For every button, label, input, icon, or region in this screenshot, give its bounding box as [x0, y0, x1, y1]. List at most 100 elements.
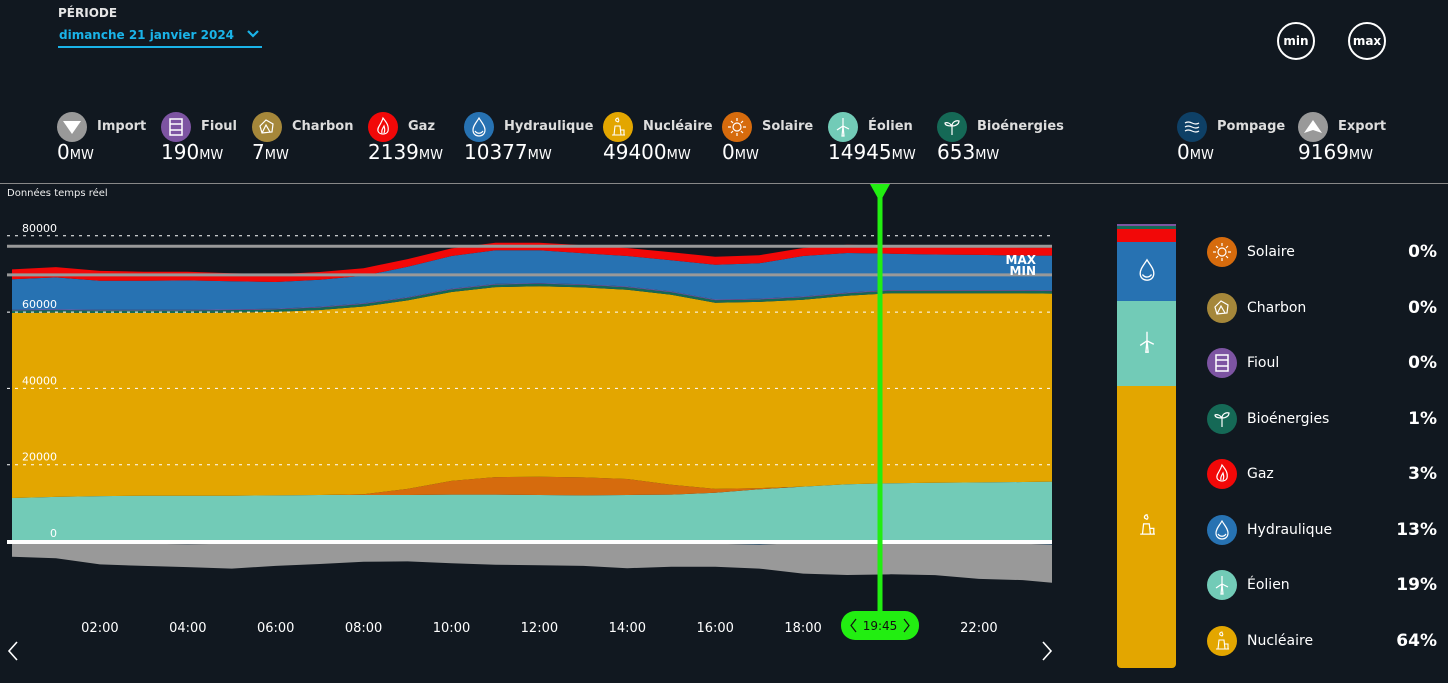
mix-label: Éolien — [1247, 577, 1290, 593]
max-label: MAX — [1006, 253, 1037, 267]
mix-percent: 0% — [1408, 242, 1437, 262]
production-value: 49400MW — [603, 140, 691, 164]
production-value: 190MW — [161, 140, 224, 164]
production-value: 2139MW — [368, 140, 443, 164]
cursor-handle-icon[interactable] — [870, 184, 891, 202]
mix-legend-item-bioenergies[interactable]: Bioénergies 1% — [1207, 403, 1437, 434]
production-label: Fioul — [201, 119, 237, 134]
chevron-left-icon[interactable] — [850, 618, 857, 633]
mix-segment-bioenergies — [1117, 226, 1176, 229]
x-tick-label: 04:00 — [169, 621, 206, 636]
flame-icon — [1207, 459, 1237, 489]
production-value: 14945MW — [828, 140, 916, 164]
nuclear-plant-icon — [1207, 625, 1237, 656]
x-tick-label: 22:00 — [960, 621, 997, 636]
periode-label: PÉRIODE — [58, 6, 118, 20]
y-tick-label: 0 — [50, 527, 57, 540]
oil-barrel-icon — [161, 112, 191, 142]
mix-legend-item-charbon[interactable]: Charbon 0% — [1207, 292, 1437, 323]
mix-label: Gaz — [1247, 466, 1274, 482]
x-tick-label: 02:00 — [81, 621, 118, 636]
water-drop-icon — [464, 112, 494, 142]
nuclear-plant-icon — [603, 112, 633, 142]
chevron-down-icon — [246, 26, 260, 45]
production-label: Pompage — [1217, 119, 1286, 134]
x-tick-label: 10:00 — [433, 621, 470, 636]
production-label: Export — [1338, 119, 1387, 134]
water-drop-icon — [1207, 514, 1237, 545]
water-drop-icon — [1130, 253, 1164, 291]
mix-percent: 0% — [1408, 353, 1437, 373]
x-tick-label: 14:00 — [609, 621, 646, 636]
area-export — [12, 540, 1052, 583]
oil-barrel-icon — [1207, 348, 1237, 378]
production-value: 9169MW — [1298, 140, 1373, 164]
sprout-icon — [1207, 403, 1237, 434]
waves-icon — [1177, 112, 1207, 142]
area-éolien — [12, 481, 1052, 540]
production-label: Solaire — [762, 119, 814, 134]
area-solaire — [12, 476, 1052, 498]
periode-selected-value: dimanche 21 janvier 2024 — [59, 28, 235, 42]
realtime-label: Données temps réel — [7, 188, 108, 199]
area-hydraulique — [12, 250, 1052, 310]
chevron-right-icon[interactable] — [903, 618, 910, 633]
sun-icon — [1207, 237, 1237, 267]
mix-legend-item-fioul[interactable]: Fioul 0% — [1207, 348, 1437, 378]
coal-rock-icon — [252, 112, 282, 142]
production-value: 0MW — [1177, 140, 1214, 164]
mix-segment-nucleaire — [1117, 386, 1176, 668]
x-tick-label: 18:00 — [784, 621, 821, 636]
production-label: Import — [97, 119, 147, 134]
mix-percent: 1% — [1408, 408, 1437, 429]
time-cursor-badge[interactable] — [841, 611, 920, 640]
x-tick-label: 12:00 — [521, 621, 558, 636]
production-value: 10377MW — [464, 140, 552, 164]
mix-label: Bioénergies — [1247, 410, 1330, 427]
production-value: 0MW — [722, 140, 759, 164]
y-tick-label: 20000 — [22, 451, 57, 464]
wind-turbine-icon — [1130, 325, 1164, 363]
y-tick-label: 80000 — [22, 222, 57, 235]
periode-select[interactable]: dimanche 21 janvier 2024 — [58, 26, 262, 48]
wind-turbine-icon — [828, 112, 858, 142]
coal-rock-icon — [1207, 292, 1237, 323]
max-button[interactable]: max — [1348, 22, 1386, 60]
flame-icon — [368, 112, 398, 142]
mix-segment-hydraulique — [1117, 242, 1176, 301]
divider — [0, 183, 1448, 184]
production-value: 0MW — [57, 140, 94, 164]
prev-day-button[interactable] — [6, 640, 20, 666]
mix-legend-item-solaire[interactable]: Solaire 0% — [1207, 237, 1437, 267]
production-value: 653MW — [937, 140, 1000, 164]
min-button[interactable]: min — [1277, 22, 1315, 60]
mix-percent: 64% — [1396, 630, 1437, 651]
nuclear-plant-icon — [1130, 508, 1164, 546]
x-tick-label: 08:00 — [345, 621, 382, 636]
mix-label: Hydraulique — [1247, 521, 1333, 538]
x-tick-label: 06:00 — [257, 621, 294, 636]
mix-percent: 19% — [1396, 575, 1437, 595]
production-label: Nucléaire — [643, 119, 713, 134]
min-label: MIN — [1010, 264, 1036, 278]
next-day-button[interactable] — [1040, 640, 1054, 666]
y-tick-label: 60000 — [22, 298, 57, 311]
mix-label: Fioul — [1247, 355, 1280, 371]
mix-legend-item-gaz[interactable]: Gaz 3% — [1207, 459, 1437, 489]
production-label: Gaz — [408, 119, 436, 134]
mix-legend-item-nucleaire[interactable]: Nucléaire 64% — [1207, 625, 1437, 656]
mix-percent: 3% — [1408, 464, 1437, 484]
mix-legend-item-eolien[interactable]: Éolien 19% — [1207, 570, 1437, 600]
wind-turbine-icon — [1207, 570, 1237, 600]
area-nucléaire — [12, 286, 1052, 498]
production-label: Bioénergies — [977, 119, 1064, 134]
time-cursor-label: 19:45 — [863, 619, 898, 633]
mix-percent: 13% — [1396, 519, 1437, 540]
mix-label: Solaire — [1247, 244, 1295, 260]
mix-percent: 0% — [1408, 297, 1437, 318]
mix-stacked-bar — [1117, 224, 1176, 668]
mix-segment-fioul — [1117, 224, 1176, 226]
production-label: Hydraulique — [504, 119, 594, 134]
mix-legend-item-hydraulique[interactable]: Hydraulique 13% — [1207, 514, 1437, 545]
